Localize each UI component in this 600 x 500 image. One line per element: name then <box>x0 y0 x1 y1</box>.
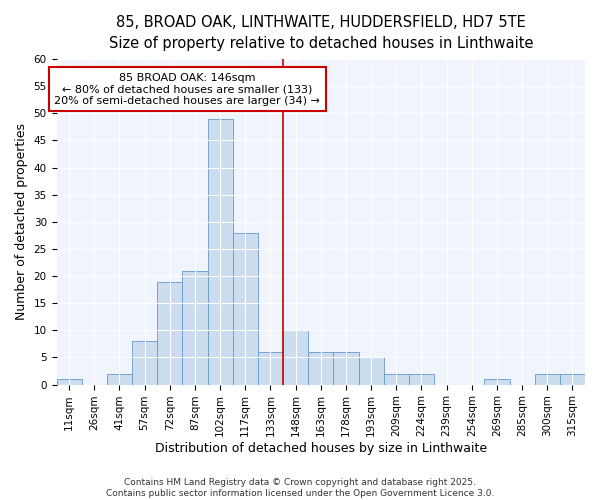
Bar <box>132 341 157 384</box>
Text: 85 BROAD OAK: 146sqm
← 80% of detached houses are smaller (133)
20% of semi-deta: 85 BROAD OAK: 146sqm ← 80% of detached h… <box>55 72 320 106</box>
Bar <box>56 379 82 384</box>
Bar <box>409 374 434 384</box>
Bar <box>107 374 132 384</box>
Y-axis label: Number of detached properties: Number of detached properties <box>15 124 28 320</box>
X-axis label: Distribution of detached houses by size in Linthwaite: Distribution of detached houses by size … <box>155 442 487 455</box>
Bar <box>359 358 383 384</box>
Bar <box>157 282 182 385</box>
Bar <box>233 232 258 384</box>
Bar <box>484 379 509 384</box>
Bar <box>308 352 334 384</box>
Bar <box>258 352 283 384</box>
Bar <box>383 374 409 384</box>
Bar <box>283 330 308 384</box>
Text: Contains HM Land Registry data © Crown copyright and database right 2025.
Contai: Contains HM Land Registry data © Crown c… <box>106 478 494 498</box>
Title: 85, BROAD OAK, LINTHWAITE, HUDDERSFIELD, HD7 5TE
Size of property relative to de: 85, BROAD OAK, LINTHWAITE, HUDDERSFIELD,… <box>109 15 533 51</box>
Bar <box>182 270 208 384</box>
Bar <box>560 374 585 384</box>
Bar <box>334 352 359 384</box>
Bar <box>208 119 233 384</box>
Bar <box>535 374 560 384</box>
